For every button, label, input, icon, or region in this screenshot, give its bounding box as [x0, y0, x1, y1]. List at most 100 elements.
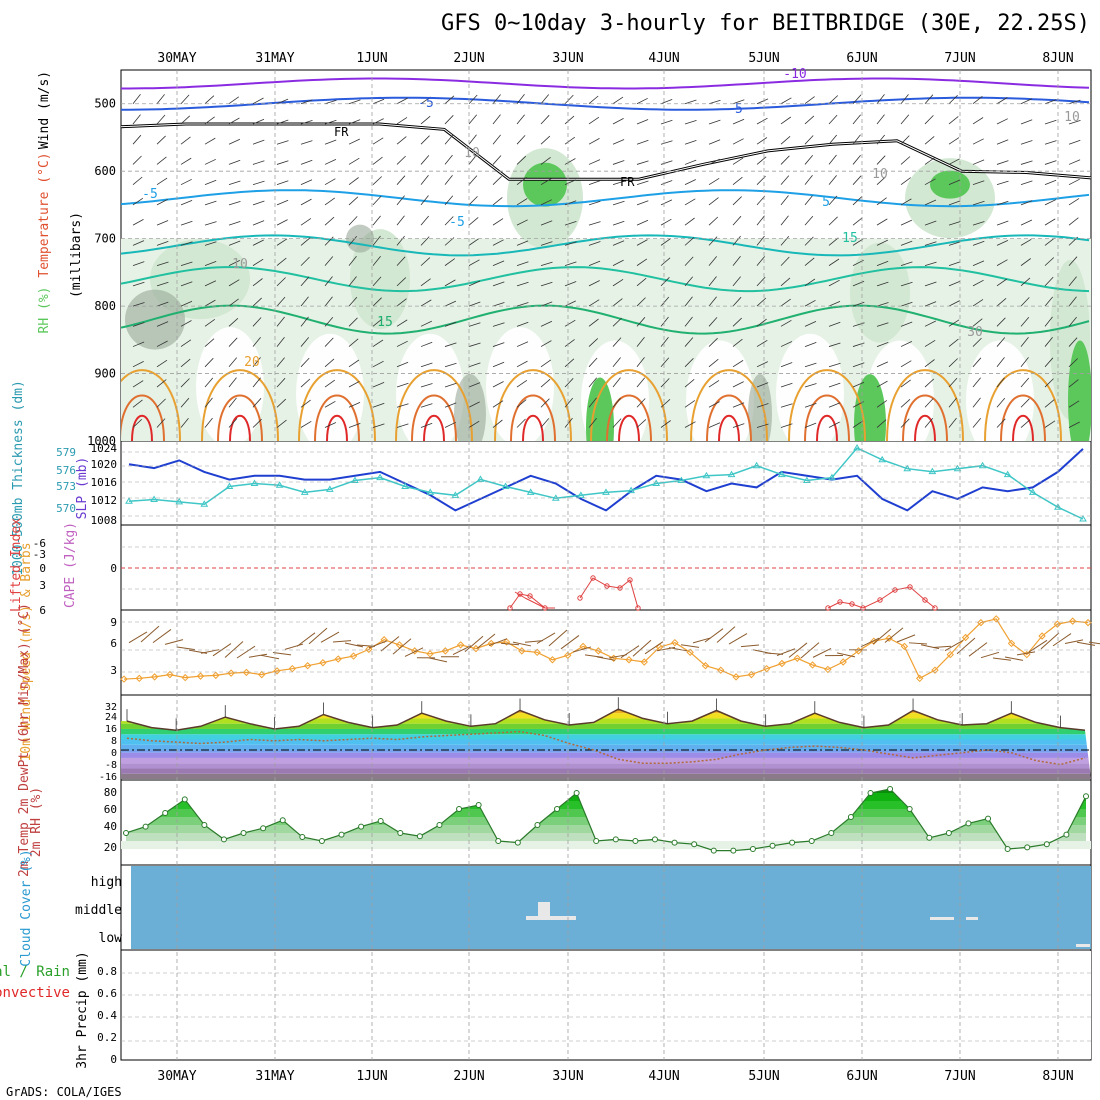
- wind-barb: [396, 155, 406, 165]
- wind-barb: [180, 417, 189, 428]
- slp-tick: 1016: [91, 476, 118, 489]
- wind-barb: [372, 297, 382, 307]
- wind-barb: [996, 357, 1005, 368]
- temp-band: [121, 757, 1091, 764]
- wind-barb: [588, 138, 600, 145]
- rh-2m-point: [1004, 846, 1011, 852]
- rh-2m-point: [769, 842, 776, 849]
- wind-barb: [708, 236, 718, 246]
- wind-barb: [900, 261, 913, 266]
- wind-barb: [564, 158, 576, 165]
- wind-barb: [468, 420, 480, 428]
- wind-barb: [156, 359, 168, 368]
- wind-barb: [564, 221, 577, 226]
- wind-barb: [420, 320, 432, 327]
- wind-barb: [828, 258, 840, 266]
- thickness-marker: [125, 497, 133, 504]
- wind-barb: [636, 419, 647, 428]
- wind-barb: [468, 154, 477, 165]
- wind-barb: [420, 215, 430, 226]
- temp-contour-30-loop: [423, 414, 445, 441]
- temp-contour-10: [121, 266, 1090, 293]
- wind-barb: [156, 156, 167, 165]
- wind-barb: [660, 277, 670, 287]
- wind-barb: [132, 197, 144, 206]
- wind-barb: [420, 299, 432, 307]
- wind-barb: [516, 198, 528, 206]
- wind-speed-marker: [732, 673, 740, 681]
- wind-barb-10m: [908, 642, 928, 645]
- wind-barb: [540, 241, 553, 246]
- wind-barb: [948, 241, 961, 246]
- lifted-index-tick: 6: [39, 604, 46, 617]
- wind-barb: [1020, 160, 1033, 165]
- wind-barb: [516, 379, 528, 388]
- wind-barb: [876, 176, 887, 185]
- wind-barb-10m: [248, 653, 268, 658]
- wind-barb: [876, 419, 887, 428]
- wind-barb: [756, 156, 767, 165]
- cloud-cover-clear-patch: [930, 917, 954, 920]
- wind-speed-marker: [487, 639, 495, 648]
- wind-barb: [732, 423, 745, 428]
- cloud-cover-clear-patch: [526, 916, 576, 920]
- wind-barb: [660, 160, 673, 165]
- wind-barb: [204, 377, 214, 388]
- wind-speed-marker: [671, 638, 679, 647]
- temp-contour-20-loop: [984, 369, 1062, 441]
- wind-barb-10m: [428, 657, 448, 663]
- rh-2m-point: [691, 841, 698, 848]
- pressure-tick: 700: [94, 232, 116, 246]
- wind-barb: [348, 423, 361, 428]
- wind-barb: [612, 298, 623, 307]
- wind-barb: [300, 159, 313, 165]
- wind-barb: [156, 379, 167, 388]
- wind-barb: [972, 337, 982, 347]
- wind-barb-10m: [872, 628, 892, 645]
- wind-barb: [516, 321, 529, 327]
- wind-barb: [684, 198, 696, 206]
- wind-barb: [564, 319, 576, 327]
- wind-speed-marker: [150, 673, 159, 681]
- temp-contour-30-loop: [1012, 414, 1034, 441]
- wind-barb: [348, 255, 357, 266]
- wind-barb-10m: [284, 643, 304, 650]
- wind-barb-10m: [176, 646, 196, 651]
- wind-barb-10m: [500, 642, 520, 646]
- wind-barb: [372, 215, 381, 226]
- wind-barb: [900, 177, 911, 185]
- temp-contour-label: 15: [377, 315, 393, 330]
- wind-barb: [804, 257, 815, 266]
- wind-barb: [132, 176, 143, 185]
- wind-barb: [948, 95, 958, 105]
- precip-tick: 0.2: [97, 1031, 117, 1044]
- date-label-bottom: 1JUN: [356, 1069, 387, 1084]
- pressure-tick: 900: [94, 367, 116, 381]
- thickness-marker: [652, 479, 661, 486]
- thickness-marker: [401, 482, 410, 489]
- wind-barb: [492, 134, 501, 145]
- wind-barb: [804, 115, 815, 125]
- wind-barb-10m: [224, 641, 244, 658]
- wind-barb-10m: [836, 652, 856, 658]
- date-label-bottom: 2JUN: [453, 1069, 484, 1084]
- temp-contour-30-loop: [718, 414, 740, 441]
- wind-barb: [948, 221, 961, 226]
- wind-barb: [612, 96, 624, 105]
- wind-barb-10m: [680, 644, 700, 648]
- rh-2m-point: [1043, 841, 1050, 848]
- rh-2m-point: [749, 846, 756, 852]
- freezing-level-label: FR: [620, 175, 635, 189]
- wind-barb-10m: [488, 638, 508, 647]
- wind-barb: [972, 279, 984, 287]
- wind-barb: [660, 99, 673, 105]
- thickness-marker: [752, 461, 761, 469]
- wind-speed-marker: [319, 659, 327, 667]
- wind-barb: [756, 297, 767, 307]
- wind-barb: [252, 97, 264, 105]
- wind-barb: [372, 137, 384, 145]
- wind-barb: [132, 419, 142, 428]
- wind-barb: [1068, 178, 1080, 186]
- wind-speed-marker: [824, 665, 832, 674]
